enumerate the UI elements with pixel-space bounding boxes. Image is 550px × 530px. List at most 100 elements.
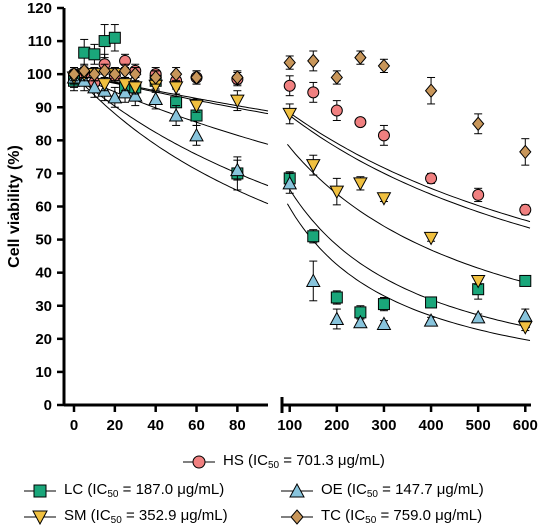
y-tick-label: 10 [35, 364, 52, 381]
fit-curve-tc [287, 110, 531, 223]
data-point-oe [189, 127, 204, 142]
data-point-oe [470, 309, 486, 324]
data-point-hs [330, 104, 343, 117]
data-point-oe [230, 162, 245, 177]
data-point-lc [88, 48, 101, 61]
legend-marker-diamond-icon [281, 508, 313, 525]
data-point-tc [307, 53, 320, 69]
x-tick-label: 0 [70, 417, 78, 434]
fit-curve-lc [286, 185, 531, 328]
data-point-oe [329, 311, 345, 325]
data-point-oe [353, 314, 368, 329]
y-tick-label: 100 [27, 66, 52, 83]
x-tick-label: 300 [371, 417, 396, 434]
data-point-tc [283, 55, 296, 70]
data-point-sm [376, 192, 392, 206]
data-point-sm [97, 78, 112, 92]
data-point-lc [307, 230, 320, 243]
y-tick-label: 0 [44, 397, 52, 414]
data-point-lc [98, 35, 111, 48]
data-point-lc [108, 31, 121, 44]
legend-marker-circle-icon [183, 455, 215, 468]
data-point-sm [230, 94, 245, 109]
data-point-oe [517, 308, 533, 322]
cell-viability-chart: 0 10 20 30 40 50 60 70 80 90 100 110 120 Cell viabili… [6, 0, 538, 434]
data-point-hs [354, 116, 367, 129]
y-tick-label: 80 [35, 132, 52, 149]
data-point-oe [423, 313, 439, 327]
legend-marker-triangle-up-icon [281, 482, 313, 497]
y-tick-label: 120 [27, 0, 52, 17]
y-tick-label: 110 [28, 33, 52, 50]
x-tick-label: 600 [513, 417, 538, 434]
data-point-tc [330, 70, 343, 85]
data-point-lc [78, 46, 91, 59]
data-point-oe [107, 89, 123, 104]
data-point-oe [117, 84, 133, 99]
legend-label: LC (IC50 = 187.0 μg/mL) [64, 481, 225, 500]
data-point-lc [330, 291, 343, 304]
legend-label: SM (IC50 = 352.9 μg/mL) [64, 507, 228, 526]
data-point-oe [127, 88, 143, 102]
data-point-tc [129, 66, 142, 82]
data-point-tc [424, 83, 438, 98]
data-point-tc [190, 70, 203, 85]
data-point-tc [78, 63, 91, 79]
data-point-hs [472, 188, 485, 201]
legend-item-tc: TC (IC50 = 759.0 μg/mL) [281, 507, 482, 526]
legend-marker-triangle-down-icon [24, 510, 56, 525]
data-point-tc [354, 50, 367, 65]
fit-curve-sm [287, 143, 531, 285]
y-tick-label: 50 [35, 232, 52, 249]
x-tick-label: 40 [147, 417, 164, 434]
legend-item-sm: SM (IC50 = 352.9 μg/mL) [24, 507, 228, 526]
data-point-tc [108, 66, 121, 82]
data-point-hs [307, 86, 320, 99]
data-point-tc [169, 66, 183, 82]
legend-label: TC (IC50 = 759.0 μg/mL) [321, 507, 483, 526]
x-tick-label: 200 [324, 417, 349, 434]
x-tick-label: 20 [106, 417, 123, 434]
data-point-tc [67, 66, 81, 82]
y-tick-label: 30 [35, 298, 52, 315]
data-point-tc [149, 70, 162, 85]
legend-item-lc: LC (IC50 = 187.0 μg/mL) [24, 481, 224, 500]
data-point-sm [470, 274, 486, 289]
x-tick-label: 500 [466, 417, 491, 434]
legend-item-hs: HS (IC50 = 701.3 μg/mL) [183, 452, 385, 471]
x-tick-label: 80 [229, 417, 246, 434]
data-point-tc [231, 70, 244, 85]
y-tick-label: 40 [35, 265, 52, 282]
data-point-tc [118, 63, 132, 79]
legend-label: OE (IC50 = 147.7 μg/mL) [321, 481, 484, 500]
data-point-oe [148, 91, 164, 105]
data-point-sm [189, 99, 204, 114]
data-point-hs [377, 129, 390, 142]
data-point-oe [376, 316, 392, 330]
data-point-sm [353, 177, 368, 191]
data-point-sm [423, 231, 439, 246]
fit-curve-oe [286, 203, 531, 341]
y-tick-label: 90 [35, 99, 52, 116]
data-point-lc [425, 296, 438, 309]
y-tick-label: 20 [35, 331, 52, 348]
data-point-tc [377, 58, 391, 74]
data-point-hs [519, 203, 532, 216]
data-point-oe [87, 79, 102, 94]
data-point-oe [282, 175, 298, 190]
data-point-oe [305, 273, 321, 287]
data-point-sm [305, 159, 321, 173]
x-tick-label: 400 [419, 417, 444, 434]
legend-label: HS (IC50 = 701.3 μg/mL) [223, 452, 385, 471]
legend-item-oe: OE (IC50 = 147.7 μg/mL) [281, 481, 484, 500]
data-point-sm [282, 107, 298, 122]
data-point-hs [283, 79, 296, 92]
data-point-tc [88, 66, 101, 82]
data-point-tc [472, 116, 485, 132]
y-tick-label: 60 [35, 199, 52, 216]
y-axis-label: Cell viability (%) [6, 145, 23, 268]
data-point-tc [98, 63, 111, 79]
x-tick-label: 100 [277, 417, 302, 434]
data-point-hs [425, 172, 438, 185]
data-point-oe [168, 107, 184, 122]
